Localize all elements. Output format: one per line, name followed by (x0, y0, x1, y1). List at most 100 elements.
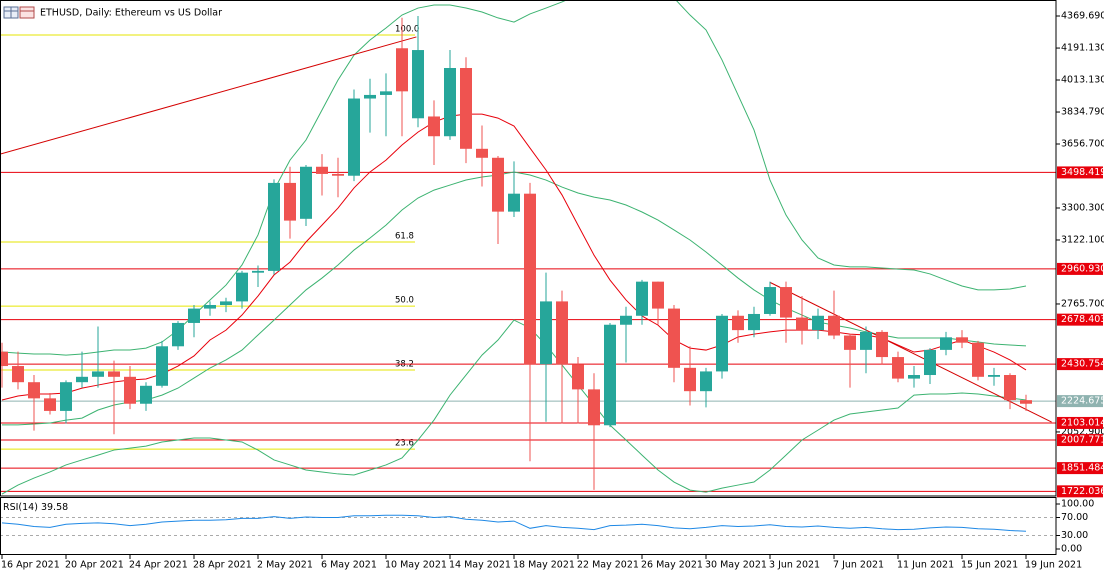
candle-body (188, 308, 200, 323)
fib-label: 50.0 (395, 296, 414, 306)
rsi-frame (0, 497, 1057, 555)
x-tick-label: 26 May 2021 (641, 560, 703, 571)
candle-body (220, 301, 232, 305)
rsi-tick-label: 30.00 (1061, 530, 1088, 541)
bollinger-band (1, 319, 1027, 495)
x-tick-label: 30 May 2021 (705, 560, 767, 571)
x-tick-label: 7 Jun 2021 (833, 560, 884, 571)
candle-body (44, 398, 56, 411)
candle-body (444, 68, 456, 137)
chart-title: ETHUSD, Daily: Ethereum vs US Dollar (40, 8, 222, 19)
level-tag-label: 3498.419 (1061, 167, 1104, 178)
y-tick-label: 3834.790 (1061, 107, 1104, 118)
rsi-panel (0, 514, 1056, 536)
candle-body (60, 382, 72, 411)
candle-body (732, 315, 744, 331)
candle-body (716, 315, 728, 372)
candle-body (620, 315, 632, 325)
y-tick-label: 3656.700 (1061, 139, 1104, 150)
y-tick-label: 4369.690 (1061, 10, 1104, 21)
level-tag (1057, 262, 1103, 275)
candle-body (348, 98, 360, 176)
candle-body (748, 313, 760, 331)
candle-body (860, 331, 872, 350)
candle-body (268, 182, 280, 271)
candle-body (908, 375, 920, 379)
candle-body (492, 157, 504, 212)
level-tag-label: 2007.771 (1061, 435, 1104, 446)
candle-body (28, 382, 40, 399)
level-tag-label: 2103.014 (1061, 417, 1104, 428)
candle-body (940, 337, 952, 350)
candle-body (396, 48, 408, 92)
candle-body (764, 287, 776, 314)
candle-body (652, 281, 664, 309)
candle-body (332, 173, 344, 176)
candle-body (76, 376, 88, 383)
candle-body (508, 193, 520, 212)
candle-body (476, 148, 488, 158)
x-tick-label: 20 Apr 2021 (65, 560, 124, 571)
candle-body (428, 116, 440, 137)
candle-body (844, 335, 856, 350)
candle-body (972, 342, 984, 377)
symbol-icon (3, 6, 35, 19)
candle-body (636, 281, 648, 316)
candle-body (156, 346, 168, 386)
x-tick-label: 28 Apr 2021 (193, 560, 252, 571)
level-tag (1057, 166, 1103, 179)
moving-average (1, 113, 1027, 401)
level-tag-label: 2960.930 (1061, 263, 1104, 274)
level-tag-label: 2430.754 (1061, 359, 1104, 370)
candle-body (412, 50, 424, 119)
candle-body (524, 193, 536, 365)
candle-body (0, 351, 8, 367)
candle-body (924, 349, 936, 376)
candle-body (700, 371, 712, 392)
x-tick-label: 15 Jun 2021 (961, 560, 1018, 571)
y-tick-label: 2052.900 (1061, 426, 1104, 437)
candle-body (140, 385, 152, 404)
x-tick-label: 10 May 2021 (385, 560, 447, 571)
level-tag (1057, 434, 1103, 447)
candle-body (12, 366, 24, 383)
level-tag (1057, 313, 1103, 326)
level-tag (1057, 485, 1103, 498)
candle-body (876, 331, 888, 358)
candle-body (828, 315, 840, 336)
y-tick-label: 4191.130 (1061, 43, 1104, 54)
x-tick-label: 6 May 2021 (321, 560, 377, 571)
level-tag (1057, 416, 1103, 429)
candle-body (1020, 400, 1032, 404)
candle-body (556, 301, 568, 365)
candle-body (316, 166, 328, 174)
candle-body (892, 357, 904, 379)
rsi-line (1, 514, 1027, 532)
fib-label: 61.8 (395, 231, 414, 241)
candle-body (284, 182, 296, 221)
candle-body (236, 272, 248, 302)
rsi-tick-label: 70.00 (1061, 512, 1088, 523)
candle-body (460, 68, 472, 149)
level-tag (1057, 358, 1103, 371)
candle-body (588, 389, 600, 426)
candle-body (796, 317, 808, 331)
x-tick-label: 16 Apr 2021 (1, 560, 60, 571)
candle-body (812, 315, 824, 331)
candle-body (684, 367, 696, 392)
candle-body (92, 371, 104, 377)
candle-body (108, 371, 120, 377)
y-tick-label: 3300.300 (1061, 202, 1104, 213)
y-tick-label: 3122.100 (1061, 234, 1104, 245)
rsi-tick-label: 100.00 (1061, 499, 1094, 510)
candle-body (300, 166, 312, 219)
x-tick-label: 24 Apr 2021 (129, 560, 188, 571)
level-tag (1057, 395, 1103, 408)
level-tag-label: 2224.675 (1061, 396, 1104, 407)
candle-body (172, 322, 184, 347)
rsi-tick-label: 0.00 (1061, 544, 1082, 555)
level-tag (1057, 462, 1103, 475)
level-tag-label: 1851.484 (1061, 463, 1104, 474)
